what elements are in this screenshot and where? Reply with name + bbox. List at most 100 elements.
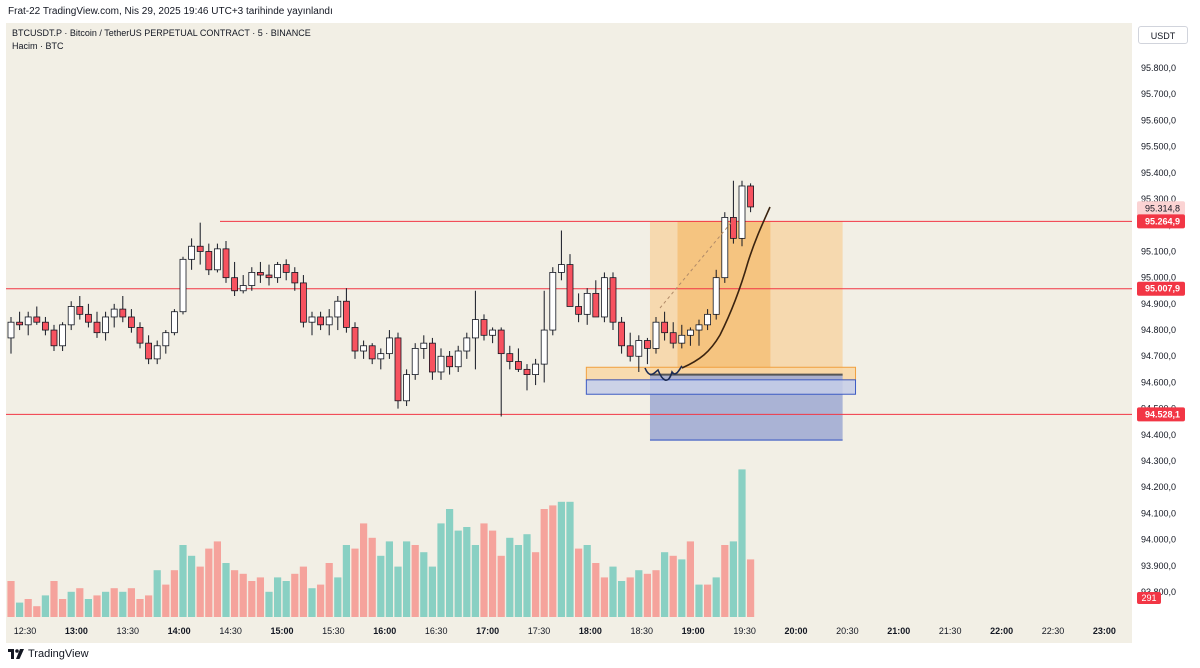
candle-body: [609, 277, 617, 323]
candle-body: [592, 292, 600, 318]
volume-bar: [514, 545, 522, 617]
candle-body: [308, 316, 316, 323]
candle-body: [110, 308, 118, 318]
volume-bar: [394, 566, 402, 617]
candle-body: [170, 311, 178, 334]
volume-bar: [282, 581, 290, 617]
candle-body: [127, 316, 135, 328]
candle-body: [540, 329, 548, 365]
volume-bar: [480, 523, 488, 617]
volume-bar: [618, 581, 626, 617]
candle-body: [119, 308, 127, 318]
symbol-info[interactable]: BTCUSDT.P · Bitcoin / TetherUS PERPETUAL…: [12, 28, 311, 38]
volume-bar: [179, 545, 187, 617]
candle-body: [248, 272, 256, 286]
volume-bar: [351, 548, 359, 617]
top-bar: Frat-22 TradingView.com, Nis 29, 2025 19…: [0, 0, 1200, 22]
volume-bar: [231, 570, 239, 617]
candle-body: [489, 329, 497, 336]
volume-bar: [274, 577, 282, 617]
candle-body: [652, 321, 660, 349]
volume-label-bg: [1137, 592, 1161, 604]
volume-bar: [24, 599, 32, 617]
candle-body: [93, 321, 101, 334]
candle-body: [76, 306, 84, 315]
candle-body: [222, 248, 230, 279]
tradingview-brand[interactable]: TradingView: [8, 648, 89, 660]
tradingview-logo-icon: [8, 649, 24, 659]
volume-bar: [446, 509, 454, 617]
x-tick-label: 22:00: [990, 626, 1013, 636]
y-tick-label: 95.600,0: [1141, 115, 1176, 125]
candle-body: [33, 316, 41, 323]
volume-bar: [523, 534, 531, 617]
volume-bar: [686, 541, 694, 617]
candle-body: [635, 340, 643, 357]
volume-bar: [549, 505, 557, 617]
candle-body: [644, 340, 651, 349]
volume-bar: [153, 570, 161, 617]
volume-bar: [334, 577, 342, 617]
candle-body: [196, 245, 204, 252]
y-tick-label: 95.000,0: [1141, 273, 1176, 283]
x-tick-label: 18:30: [631, 626, 654, 636]
candle-body: [59, 324, 66, 347]
volume-bar: [497, 555, 505, 617]
volume-bar: [566, 501, 574, 617]
candle-body: [704, 313, 711, 326]
volume-bar: [222, 563, 230, 617]
price-scale[interactable]: [1132, 23, 1194, 643]
candle-body: [334, 300, 342, 318]
volume-bar: [7, 581, 15, 617]
volume-bar: [411, 545, 419, 617]
candle-body: [411, 347, 419, 375]
volume-bar: [609, 566, 617, 617]
volume-bar: [557, 501, 565, 617]
volume-bar: [420, 552, 428, 617]
volume-bar: [76, 588, 84, 617]
candle-body: [274, 264, 282, 279]
volume-bar: [102, 591, 110, 617]
candle-body: [231, 277, 239, 292]
candle-body: [515, 361, 522, 370]
volume-bar: [145, 595, 153, 617]
candle-body: [497, 329, 505, 355]
volume-bar: [532, 552, 540, 617]
volume-bar: [583, 545, 591, 617]
volume-bar: [308, 588, 316, 617]
candle-body: [661, 321, 668, 334]
level-price-label: 94.528,1: [1145, 409, 1180, 419]
volume-indicator-label[interactable]: Hacim · BTC: [12, 41, 64, 51]
volume-bar: [592, 563, 600, 617]
candle-body: [85, 313, 92, 323]
volume-bar: [205, 548, 213, 617]
candle-body: [403, 374, 411, 402]
projection-curve: [681, 206, 771, 369]
x-tick-label: 14:30: [219, 626, 242, 636]
candle-body: [136, 327, 144, 344]
candle-body: [325, 316, 333, 326]
volume-bar: [540, 509, 548, 617]
volume-bar: [729, 541, 737, 617]
volume-label: 291: [1141, 593, 1156, 603]
volume-bar: [119, 591, 127, 617]
candle-body: [394, 337, 402, 402]
volume-bar: [170, 570, 178, 617]
currency-button[interactable]: USDT: [1138, 26, 1188, 44]
candle-body: [385, 337, 393, 355]
volume-bar: [248, 581, 256, 617]
volume-bar: [127, 588, 135, 617]
candle-body: [575, 306, 582, 315]
candle-body: [256, 272, 264, 276]
x-tick-label: 13:30: [117, 626, 140, 636]
level-price-label-bg: [1137, 214, 1185, 229]
volume-bar: [342, 545, 350, 617]
volume-bar: [41, 595, 49, 617]
y-tick-label: 94.600,0: [1141, 377, 1176, 387]
volume-bar: [643, 573, 651, 617]
volume-bar: [506, 537, 514, 617]
candle-body: [377, 353, 385, 360]
candle-body: [454, 350, 462, 368]
volume-bar: [721, 545, 729, 617]
